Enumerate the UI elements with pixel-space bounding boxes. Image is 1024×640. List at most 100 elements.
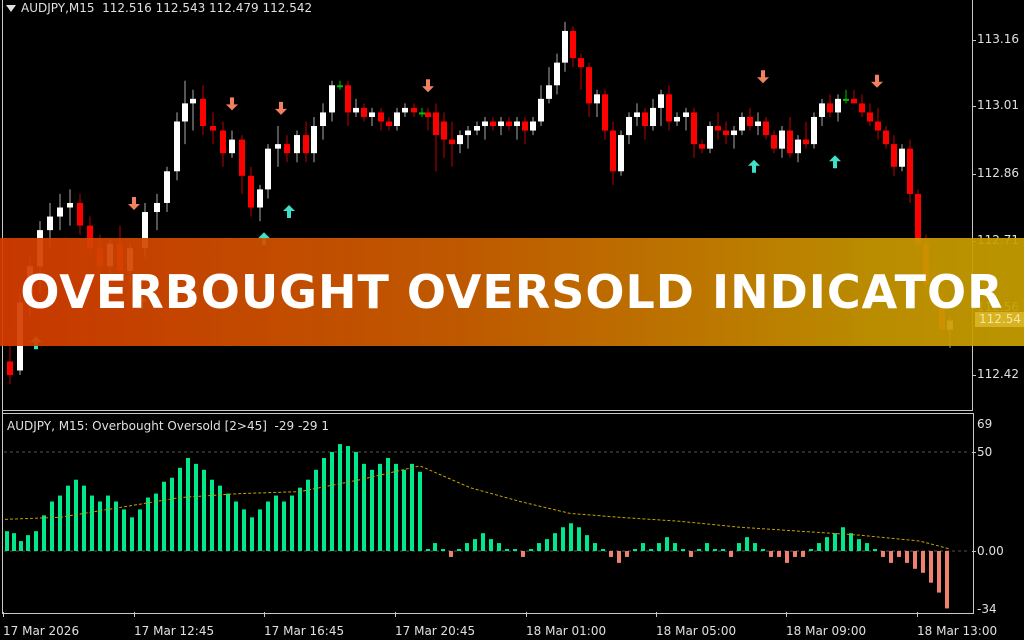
histogram-bar bbox=[26, 535, 30, 551]
chart-header: AUDJPY,M15 112.516 112.543 112.479 112.5… bbox=[6, 1, 312, 15]
candle-body bbox=[257, 189, 263, 208]
price-label: 113.16 bbox=[977, 32, 1019, 46]
histogram-bar bbox=[194, 463, 198, 551]
candle-body bbox=[907, 148, 913, 194]
time-label: 17 Mar 2026 bbox=[3, 624, 80, 638]
signal-line bbox=[4, 465, 951, 550]
histogram-bar bbox=[793, 551, 797, 557]
histogram-bar bbox=[689, 551, 693, 557]
histogram-bar bbox=[330, 452, 334, 551]
histogram-bar bbox=[457, 549, 461, 551]
candle-body bbox=[891, 144, 897, 167]
histogram-bar bbox=[673, 543, 677, 551]
candle-body bbox=[378, 112, 384, 122]
indicator-level-label: 50 bbox=[977, 445, 993, 459]
histogram-bar bbox=[737, 543, 741, 551]
time-tick bbox=[786, 612, 787, 617]
candle-body bbox=[210, 126, 216, 131]
candle-body bbox=[699, 144, 705, 149]
time-label: 18 Mar 01:00 bbox=[526, 624, 607, 638]
histogram-bar bbox=[433, 543, 437, 551]
histogram-bar bbox=[473, 539, 477, 551]
candle-body bbox=[425, 112, 431, 117]
candle-body bbox=[182, 103, 188, 122]
histogram-bar bbox=[665, 537, 669, 551]
candle-body bbox=[265, 148, 271, 190]
histogram-bar bbox=[569, 523, 573, 551]
candle-body bbox=[554, 62, 560, 86]
candle-body bbox=[546, 85, 552, 99]
ohlc-values: 112.516 112.543 112.479 112.542 bbox=[102, 1, 313, 15]
candle-body bbox=[361, 107, 367, 117]
histogram-bar bbox=[418, 471, 422, 551]
time-label: 18 Mar 09:00 bbox=[786, 624, 867, 638]
histogram-bar bbox=[154, 493, 158, 551]
histogram-bar bbox=[274, 495, 278, 551]
histogram-bar bbox=[505, 549, 509, 551]
histogram-bar bbox=[705, 543, 709, 551]
sell-arrow-icon bbox=[871, 74, 883, 88]
time-label: 17 Mar 16:45 bbox=[264, 624, 345, 638]
histogram-bar bbox=[226, 493, 230, 551]
histogram-bar bbox=[897, 551, 901, 557]
candle-body bbox=[239, 139, 245, 176]
histogram-bar bbox=[745, 537, 749, 551]
histogram-bar bbox=[481, 533, 485, 551]
histogram-bar bbox=[282, 501, 286, 551]
histogram-bar bbox=[617, 551, 621, 563]
time-label: 18 Mar 13:00 bbox=[917, 624, 998, 638]
histogram-bar bbox=[889, 551, 893, 563]
dropdown-triangle-icon[interactable] bbox=[6, 5, 16, 12]
histogram-bar bbox=[12, 533, 16, 551]
histogram-bar bbox=[114, 501, 118, 551]
candle-body bbox=[506, 121, 512, 127]
indicator-zero-label: 0.00 bbox=[977, 544, 1004, 558]
histogram-bar bbox=[881, 551, 885, 557]
candle-body bbox=[67, 202, 73, 208]
buy-arrow-icon bbox=[829, 155, 841, 169]
time-tick bbox=[264, 612, 265, 617]
histogram-bar bbox=[74, 479, 78, 551]
candle-body bbox=[457, 135, 463, 145]
candle-body bbox=[386, 121, 392, 127]
candle-body bbox=[819, 103, 825, 117]
indicator-tick bbox=[972, 551, 976, 552]
time-tick bbox=[134, 612, 135, 617]
candle-body bbox=[514, 121, 520, 127]
histogram-bar bbox=[825, 537, 829, 551]
histogram-bar bbox=[242, 509, 246, 551]
candle-body bbox=[658, 94, 664, 108]
time-tick bbox=[3, 612, 4, 617]
sell-arrow-icon bbox=[275, 101, 287, 115]
histogram-bar bbox=[921, 551, 925, 573]
candle-body bbox=[164, 171, 170, 203]
histogram-bar bbox=[929, 551, 933, 583]
histogram-bar bbox=[130, 517, 134, 551]
candle-body bbox=[490, 121, 496, 127]
histogram-bar bbox=[298, 487, 302, 551]
histogram-bar bbox=[5, 531, 9, 551]
candle-body bbox=[618, 135, 624, 172]
histogram-bar bbox=[50, 501, 54, 551]
candle-body bbox=[610, 130, 616, 172]
price-chart-pane[interactable] bbox=[2, 0, 973, 411]
histogram-bar bbox=[833, 533, 837, 551]
candle-body bbox=[739, 116, 745, 131]
histogram-bar bbox=[90, 495, 94, 551]
histogram-bar bbox=[322, 457, 326, 551]
candle-body bbox=[915, 193, 921, 244]
price-tick bbox=[972, 174, 976, 175]
time-label: 17 Mar 12:45 bbox=[134, 624, 215, 638]
candle-body bbox=[303, 135, 309, 154]
histogram-bar bbox=[553, 533, 557, 551]
histogram-bar bbox=[561, 527, 565, 551]
histogram-bar bbox=[817, 543, 821, 551]
indicator-pane[interactable] bbox=[2, 413, 974, 614]
buy-arrow-icon bbox=[748, 159, 760, 173]
histogram-bar bbox=[250, 517, 254, 551]
candle-body bbox=[843, 98, 849, 101]
candle-body bbox=[449, 139, 455, 145]
histogram-bar bbox=[841, 527, 845, 551]
histogram-bar bbox=[697, 549, 701, 551]
